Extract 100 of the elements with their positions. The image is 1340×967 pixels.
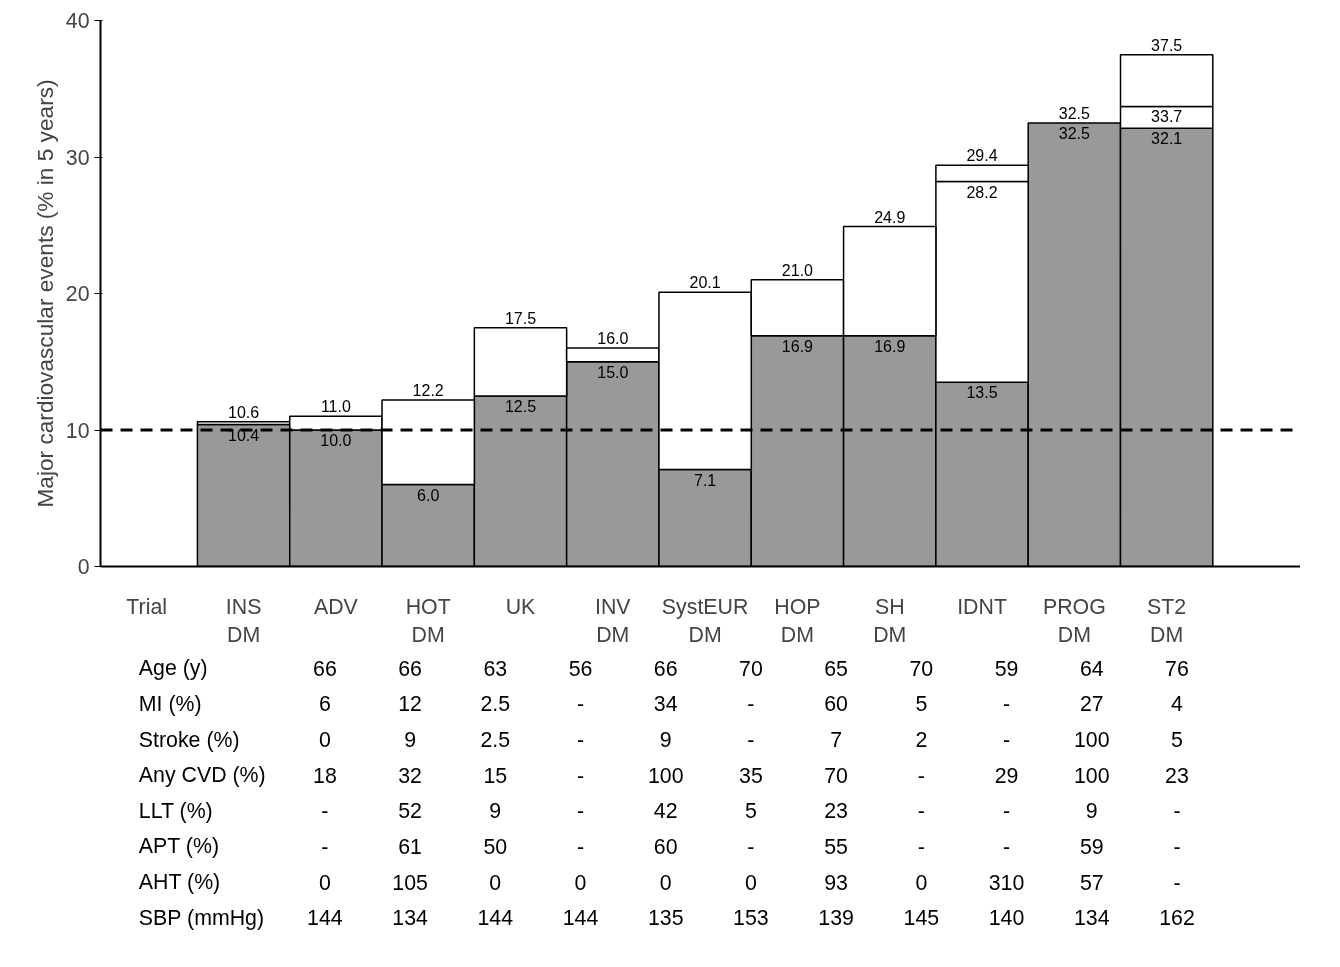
text: 12 (398, 692, 422, 717)
y-tick-label: 10 (65, 418, 90, 443)
x-tick-label: HOP DM (774, 594, 821, 648)
x-tick-label: INS DM (225, 594, 262, 648)
text: - (576, 728, 585, 753)
text: 18 (313, 763, 337, 788)
text: 105 (392, 870, 428, 895)
annotation: 29.4 (966, 147, 998, 165)
text: 32 (398, 763, 422, 788)
text: - (1173, 870, 1181, 895)
text: 9 (404, 728, 417, 753)
text: 70 (909, 656, 934, 681)
text: - (747, 692, 755, 717)
text: 27 (1079, 692, 1104, 717)
text: - (917, 799, 925, 824)
text: 9 (1085, 799, 1098, 824)
text: 0 (318, 728, 331, 753)
x-tick-label: INV DM (595, 594, 632, 648)
text: 60 (653, 834, 678, 859)
text: - (321, 799, 329, 824)
annotation: 21.0 (781, 261, 814, 279)
text: 66 (398, 656, 422, 681)
text: 134 (392, 906, 429, 931)
text: 5 (1171, 728, 1183, 753)
y-tick-label: 30 (65, 145, 90, 170)
text: 60 (824, 692, 849, 717)
text: 5 (915, 692, 928, 717)
text: 23 (824, 799, 848, 824)
text: 35 (739, 763, 763, 788)
text: 70 (739, 656, 763, 681)
y-tick-label: 20 (65, 282, 90, 306)
text: - (576, 834, 585, 859)
text: 66 (313, 656, 337, 681)
data-label: 6.0 (417, 486, 440, 504)
y-tick-label: 0 (77, 555, 90, 579)
text: 162 (1159, 906, 1195, 931)
text: 140 (988, 906, 1025, 931)
annotation: 28.2 (966, 183, 998, 201)
annotation: 12.2 (412, 381, 444, 399)
text: 145 (903, 906, 940, 931)
data-label: 16.9 (874, 337, 906, 355)
text: 9 (489, 799, 502, 824)
annotation: 33.7 (1151, 108, 1183, 126)
text: 59 (1079, 834, 1104, 859)
text: - (917, 834, 925, 859)
text: 66 (653, 656, 678, 681)
annotation: 37.5 (1151, 36, 1183, 54)
text: 65 (824, 656, 848, 681)
x-tick-label: UK (505, 594, 536, 619)
text: 5 (744, 799, 757, 824)
text: 144 (307, 906, 343, 931)
text: SBP (mmHg) (138, 905, 265, 930)
text: - (576, 799, 585, 824)
x-tick-label: ADV (313, 594, 359, 619)
text: 29 (994, 763, 1019, 788)
x-tick-label: HOT DM (405, 594, 451, 648)
text: 2 (915, 728, 928, 753)
annotation: 10.6 (228, 403, 260, 421)
text: - (321, 834, 329, 859)
text: MI (%) (138, 691, 202, 716)
data-label: 10.0 (320, 432, 352, 449)
text: 4 (1171, 692, 1184, 717)
text: 139 (818, 906, 854, 931)
data-label: 13.5 (966, 384, 998, 402)
x-tick-label: IDNT (957, 594, 1007, 619)
text: 100 (1073, 728, 1110, 753)
text: 100 (1073, 763, 1110, 788)
text: 6 (318, 692, 331, 717)
text: - (1002, 728, 1011, 753)
text: - (1173, 799, 1181, 824)
text: 57 (1079, 870, 1104, 895)
text: 93 (824, 870, 848, 895)
data-label: 32.1 (1151, 130, 1183, 148)
text: 153 (733, 906, 769, 931)
annotation: 17.5 (504, 309, 537, 327)
text: 2.5 (480, 692, 511, 717)
text: - (576, 763, 585, 788)
x-tick-label: ST2 DM (1147, 594, 1187, 648)
annotation: 11.0 (320, 398, 351, 416)
text: 2.5 (480, 728, 511, 753)
y-tick-label: 40 (65, 9, 90, 33)
text: - (747, 834, 755, 859)
text: - (576, 692, 585, 717)
text: 100 (647, 763, 684, 788)
y-axis-title: Major cardiovascular events (% in 5 years) (31, 79, 58, 508)
x-tick-label: PROG DM (1042, 594, 1106, 648)
text: 0 (318, 870, 331, 895)
text: 56 (568, 656, 593, 681)
text: 42 (653, 799, 678, 824)
text: - (1002, 692, 1011, 717)
text: 135 (647, 906, 684, 931)
data-label: 7.1 (693, 471, 717, 489)
text: 34 (653, 692, 678, 717)
text: Any CVD (%) (138, 763, 266, 788)
text: LLT (%) (138, 798, 213, 823)
text: 70 (824, 763, 849, 788)
text: AHT (%) (138, 870, 221, 895)
text: 0 (489, 870, 502, 895)
data-label: 15.0 (597, 363, 629, 381)
text: 55 (824, 834, 848, 859)
